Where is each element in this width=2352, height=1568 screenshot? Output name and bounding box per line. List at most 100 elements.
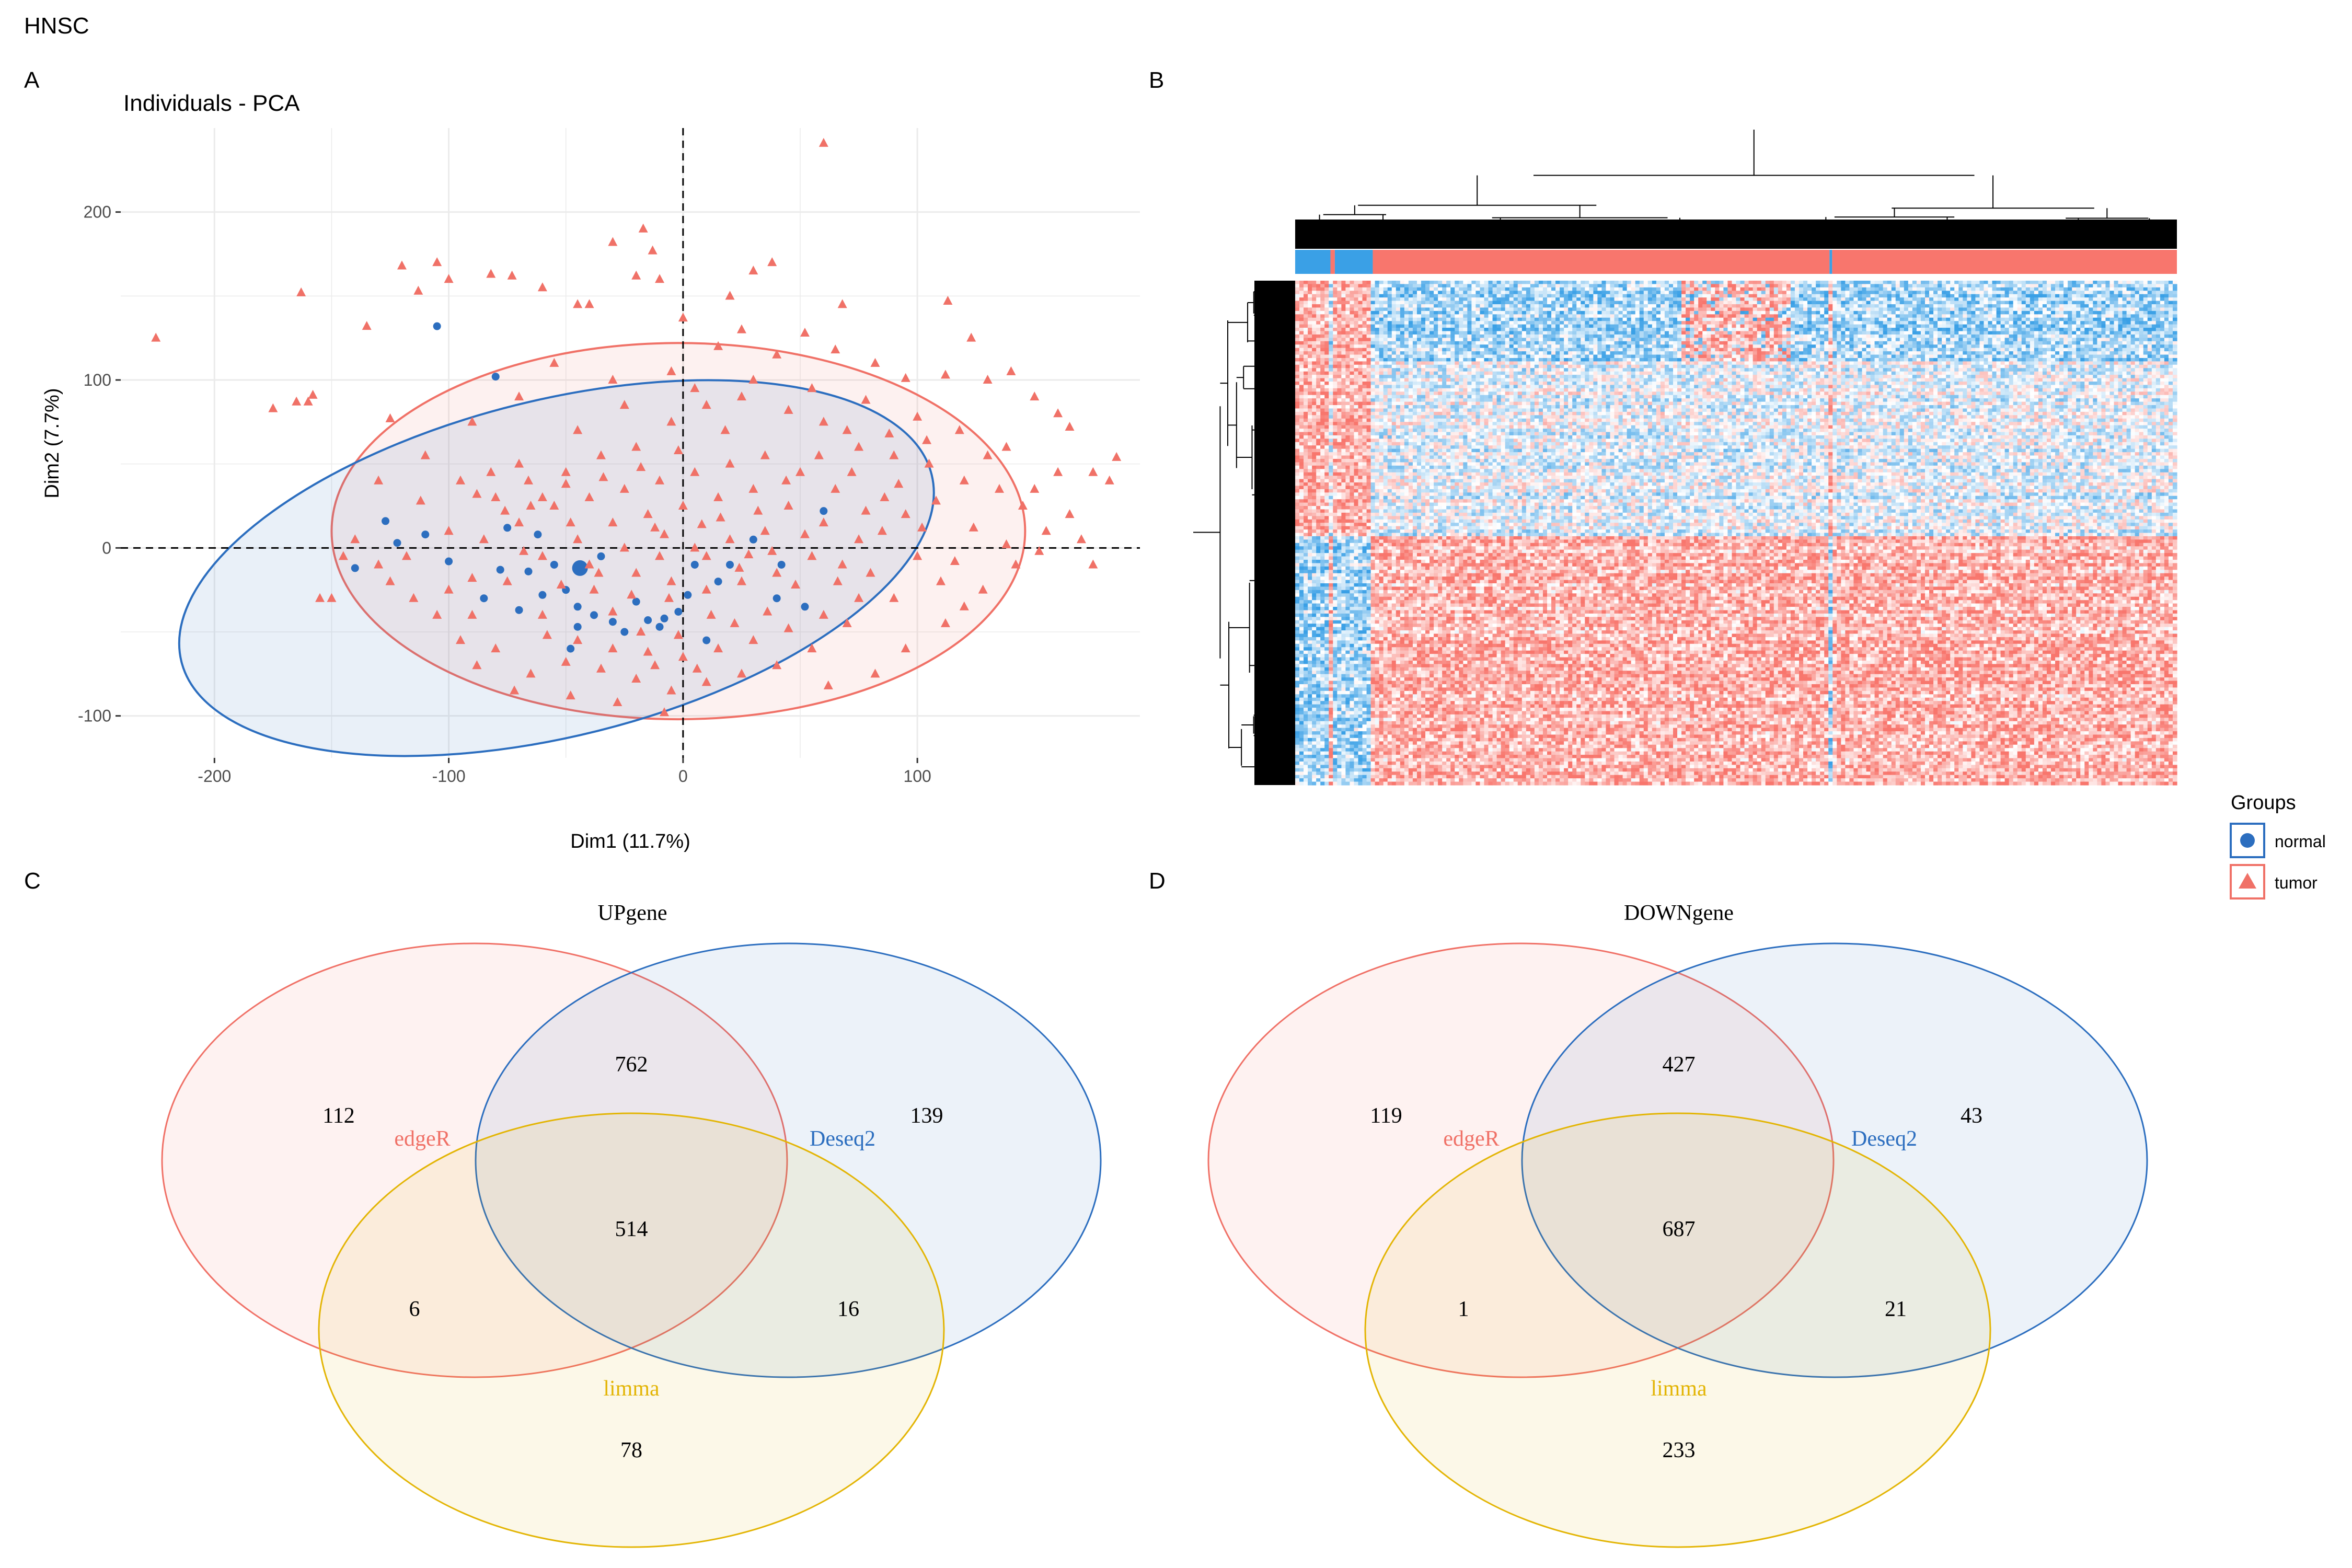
heatmap-cell	[1308, 281, 1312, 284]
heatmap-cell	[1581, 311, 1585, 315]
heatmap-cell	[1803, 311, 1808, 315]
heatmap-cell	[2055, 318, 2060, 321]
heatmap-cell	[1824, 291, 1829, 294]
heatmap-cell	[1845, 291, 1850, 294]
heatmap-cell	[1635, 307, 1640, 311]
heatmap-cell	[1421, 281, 1426, 284]
heatmap-cell	[1467, 321, 1472, 325]
heatmap-cell	[1560, 291, 1564, 294]
heatmap-cell	[1467, 314, 1472, 318]
heatmap-cell	[2089, 307, 2093, 311]
heatmap-cell	[1862, 287, 1867, 291]
heatmap-cell	[1984, 284, 1988, 287]
heatmap-cell	[1333, 294, 1338, 298]
heatmap-cell	[1954, 307, 1959, 311]
heatmap-cell	[1363, 284, 1367, 287]
heatmap-cell	[1988, 281, 1993, 284]
heatmap-cell	[1547, 321, 1552, 325]
heatmap-cell	[1337, 314, 1342, 318]
heatmap-cell	[2026, 281, 2031, 284]
heatmap-cell	[1304, 311, 1308, 315]
heatmap-cell	[1623, 301, 1628, 305]
heatmap-cell	[1304, 321, 1308, 325]
heatmap-cell	[1551, 284, 1556, 287]
heatmap-cell	[2101, 301, 2106, 305]
pca-point-normal	[492, 373, 500, 381]
heatmap-cell	[2152, 301, 2157, 305]
heatmap-column-annotation	[1295, 250, 2177, 274]
heatmap-cell	[1400, 304, 1405, 308]
heatmap-cell	[2084, 318, 2089, 321]
heatmap-cell	[1316, 284, 1321, 287]
heatmap-cell	[2072, 291, 2077, 294]
heatmap-cell	[2068, 307, 2072, 311]
heatmap-cell	[1686, 307, 1690, 311]
heatmap-cell	[1354, 318, 1358, 321]
heatmap-cell	[1727, 318, 1732, 321]
heatmap-cell	[1694, 304, 1699, 308]
heatmap-cell	[1723, 318, 1728, 321]
heatmap-cell	[1421, 307, 1426, 311]
heatmap-cell	[1480, 307, 1484, 311]
heatmap-cell	[1555, 307, 1560, 311]
heatmap-cell	[1656, 281, 1661, 284]
heatmap-cell	[1547, 281, 1552, 284]
heatmap-cell	[1652, 281, 1657, 284]
heatmap-cell	[1350, 301, 1354, 305]
heatmap-cell	[1337, 281, 1342, 284]
heatmap-cell	[1871, 281, 1875, 284]
heatmap-cell	[1933, 314, 1938, 318]
heatmap-cell	[1871, 297, 1875, 301]
heatmap-cell	[1992, 284, 1997, 287]
heatmap-cell	[1774, 314, 1779, 318]
heatmap-cell	[1665, 314, 1669, 318]
heatmap-cell	[1308, 321, 1312, 325]
heatmap-cell	[1912, 304, 1917, 308]
heatmap-cell	[1929, 314, 1934, 318]
heatmap-cell	[2076, 307, 2081, 311]
heatmap-cell	[2089, 291, 2093, 294]
heatmap-cell	[1623, 314, 1628, 318]
heatmap-cell	[1425, 284, 1430, 287]
heatmap-cell	[2051, 281, 2056, 284]
heatmap-cell	[1892, 318, 1896, 321]
heatmap-cell	[1379, 297, 1384, 301]
heatmap-cell	[1299, 301, 1304, 305]
heatmap-cell	[1963, 307, 1967, 311]
heatmap-cell	[1677, 304, 1682, 308]
heatmap-cell	[1459, 287, 1463, 291]
heatmap-cell	[1732, 301, 1736, 305]
heatmap-cell	[1719, 304, 1724, 308]
heatmap-cell	[1324, 311, 1329, 315]
heatmap-cell	[1732, 287, 1736, 291]
heatmap-cell	[1946, 314, 1951, 318]
heatmap-cell	[2001, 307, 2005, 311]
heatmap-cell	[1719, 281, 1724, 284]
heatmap-cell	[1635, 284, 1640, 287]
heatmap-cell	[1631, 321, 1636, 325]
heatmap-cell	[1988, 307, 1993, 311]
heatmap-cell	[2118, 304, 2123, 308]
pca-point-normal	[382, 517, 389, 525]
heatmap-cell	[1828, 291, 1833, 294]
heatmap-cell	[1564, 284, 1569, 287]
heatmap-cell	[1912, 297, 1917, 301]
heatmap-cell	[2173, 307, 2177, 311]
heatmap-cell	[1753, 287, 1758, 291]
heatmap-cell	[1820, 291, 1825, 294]
heatmap-cell	[1329, 314, 1333, 318]
heatmap-cell	[2001, 304, 2005, 308]
heatmap-cell	[2152, 281, 2157, 284]
heatmap-cell	[1429, 291, 1434, 294]
heatmap-cell	[1766, 301, 1770, 305]
heatmap-cell	[1875, 311, 1880, 315]
heatmap-cell	[1853, 284, 1858, 287]
heatmap-cell	[1308, 291, 1312, 294]
heatmap-cell	[1917, 281, 1921, 284]
heatmap-cell	[2084, 294, 2089, 298]
heatmap-cell	[1526, 318, 1531, 321]
heatmap-cell	[1727, 284, 1732, 287]
heatmap-cell	[1942, 291, 1946, 294]
panel-label-d: D	[1149, 868, 1166, 894]
heatmap-cell	[1690, 284, 1694, 287]
